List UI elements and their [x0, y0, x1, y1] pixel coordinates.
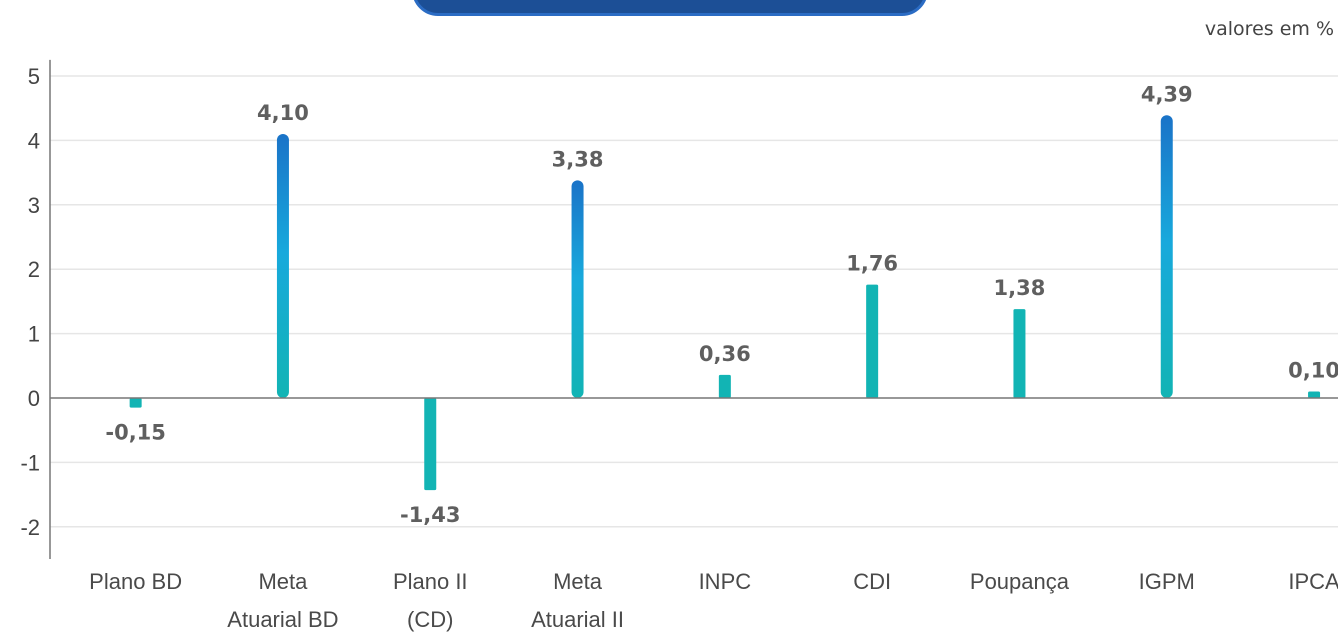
- data-labels: -0,15 4,10 -1,43 3,38 0,36 1,76 1,38 4,39 0,10: [105, 82, 1338, 527]
- bar: [1160, 115, 1173, 398]
- y-tick-label: -1: [20, 450, 40, 475]
- y-tick-label: 4: [28, 128, 40, 153]
- data-label: 4,10: [257, 101, 309, 125]
- bar: [129, 398, 142, 408]
- bar: [1013, 309, 1026, 398]
- y-tick-label: 1: [28, 322, 40, 347]
- axes: [49, 59, 1338, 559]
- data-label: 0,10: [1288, 359, 1338, 383]
- x-tick-label: INPC: [699, 569, 752, 594]
- y-tick-label: 0: [28, 386, 40, 411]
- y-tick-label: 5: [28, 64, 40, 89]
- data-label: 1,76: [846, 252, 898, 276]
- data-label: 0,36: [699, 342, 751, 366]
- y-tick-label: -2: [20, 515, 40, 540]
- data-label: 4,39: [1141, 82, 1193, 106]
- x-tick-label: (CD): [407, 607, 453, 632]
- x-tick-label: IPCA: [1288, 569, 1338, 594]
- bar: [424, 398, 437, 491]
- bar: [1308, 391, 1321, 398]
- x-tick-label: CDI: [853, 569, 891, 594]
- y-tick-label: 3: [28, 193, 40, 218]
- gridlines: [50, 75, 1338, 528]
- x-tick-label: Meta: [258, 569, 308, 594]
- data-label: -0,15: [105, 421, 166, 445]
- data-label: 3,38: [552, 147, 604, 171]
- x-tick-label: Meta: [553, 569, 603, 594]
- x-tick-label: Plano II: [393, 569, 468, 594]
- bar: [276, 133, 289, 398]
- x-axis-labels: Plano BD Meta Atuarial BD Plano II (CD) Meta A…: [89, 569, 1338, 632]
- x-tick-label: Atuarial BD: [227, 607, 338, 632]
- x-tick-label: IGPM: [1139, 569, 1195, 594]
- data-label: -1,43: [400, 503, 461, 527]
- unit-note: valores em %: [1204, 18, 1334, 40]
- x-tick-label: Plano BD: [89, 569, 182, 594]
- bar: [866, 284, 879, 398]
- bar: [571, 180, 584, 398]
- x-tick-label: Atuarial II: [531, 607, 624, 632]
- bars: [129, 115, 1321, 491]
- y-tick-label: 2: [28, 257, 40, 282]
- bar: [718, 374, 731, 398]
- data-label: 1,38: [994, 276, 1046, 300]
- x-tick-label: Poupança: [970, 569, 1070, 594]
- y-axis-ticks: 5 4 3 2 1 0 -1 -2: [20, 64, 40, 540]
